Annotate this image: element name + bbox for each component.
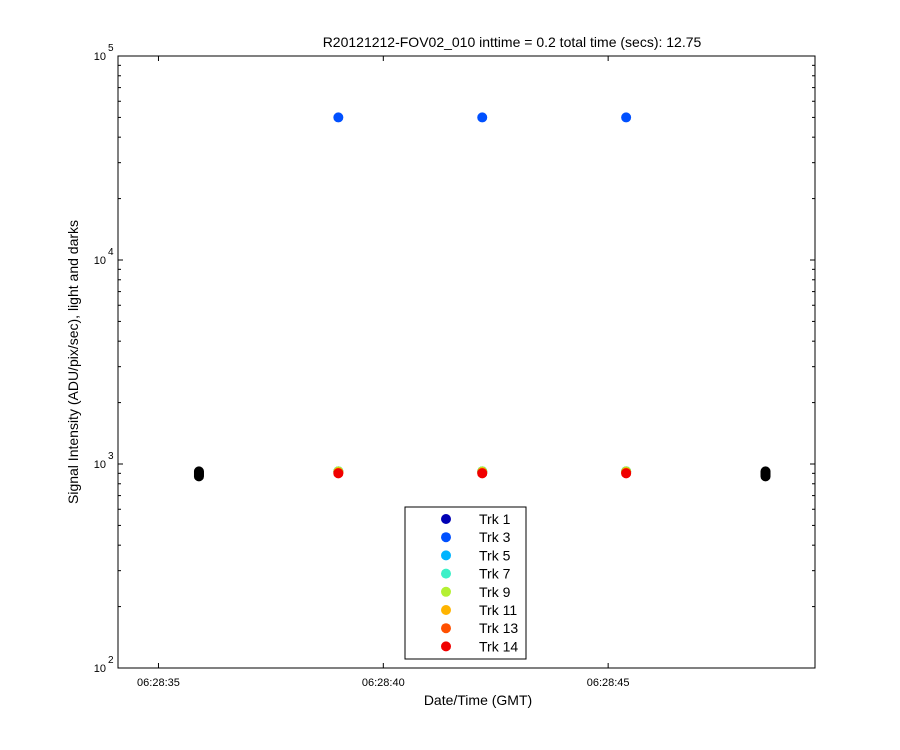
tick-marks xyxy=(118,56,815,668)
data-points xyxy=(193,112,771,482)
dark-point xyxy=(193,466,204,477)
x-tick-label: 06:28:35 xyxy=(137,677,180,689)
legend: Trk 1 Trk 3 Trk 5 Trk 7 Trk 9 Trk 11 Trk 13 Trk… xyxy=(404,506,527,660)
legend-marker xyxy=(441,514,451,524)
chart-title: R20121212-FOV02_010 inttime = 0.2 total … xyxy=(323,34,702,50)
legend-marker xyxy=(441,641,451,652)
series-point-trk-7 xyxy=(477,468,488,479)
series-point-trk-1 xyxy=(477,112,488,123)
series-point-trk-7 xyxy=(621,468,632,479)
series-point-trk-1 xyxy=(621,112,632,123)
series-point-trk-7 xyxy=(333,468,344,479)
legend-marker xyxy=(441,586,451,597)
x-tick-label: 06:28:45 xyxy=(587,677,630,689)
y-axis-label: Signal Intensity (ADU/pix/sec), light an… xyxy=(65,220,81,504)
legend-label: Trk 13 xyxy=(479,620,518,636)
legend-label: Trk 11 xyxy=(479,602,517,618)
x-axis-label: Date/Time (GMT) xyxy=(424,692,532,708)
y-tick-label: 10 xyxy=(94,663,106,675)
legend-marker xyxy=(441,532,451,543)
legend-marker xyxy=(441,568,451,579)
y-tick-label: 10 xyxy=(94,51,106,63)
legend-label: Trk 3 xyxy=(479,529,511,545)
y-tick-label: 10 xyxy=(94,255,106,267)
y-tick-label: 10 xyxy=(94,459,106,471)
x-tick-label: 06:28:40 xyxy=(362,677,405,689)
legend-label: Trk 7 xyxy=(479,566,511,582)
y-tick-exponent: 3 xyxy=(108,451,114,462)
y-tick-exponent: 4 xyxy=(108,247,114,258)
legend-marker xyxy=(441,605,451,615)
y-tick-exponent: 5 xyxy=(108,43,114,54)
legend-label: Trk 5 xyxy=(479,547,511,563)
legend-label: Trk 9 xyxy=(479,584,511,600)
y-tick-exponent: 2 xyxy=(108,655,114,666)
dark-point xyxy=(760,466,771,477)
legend-label: Trk 1 xyxy=(479,511,511,527)
series-point-trk-1 xyxy=(333,112,344,123)
legend-box xyxy=(404,506,527,660)
legend-label: Trk 14 xyxy=(479,638,518,654)
legend-marker xyxy=(441,550,451,561)
legend-marker xyxy=(441,623,451,634)
